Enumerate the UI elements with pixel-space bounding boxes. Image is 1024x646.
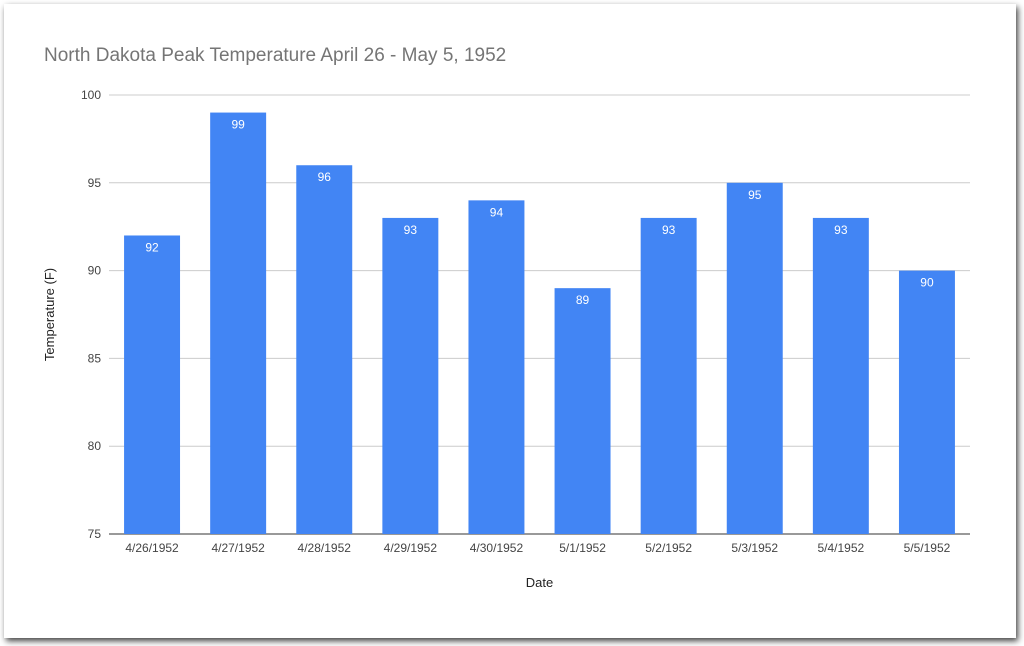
bar [726,182,783,535]
y-axis-ticks: 75 80 85 90 95 100 [81,88,101,541]
x-tick-label: 4/26/1952 [125,541,179,555]
y-axis-title: Temperature (F) [42,268,57,361]
bar [554,288,611,534]
y-tick-label: 85 [88,351,102,365]
bar-value-label: 99 [231,118,245,132]
y-tick-label: 90 [88,264,102,278]
bar [296,165,353,535]
chart-frame: North Dakota Peak Temperature April 26 -… [4,4,1016,638]
bar-value-label: 95 [748,188,762,202]
bar-value-label: 93 [834,223,848,237]
x-tick-label: 4/30/1952 [470,541,524,555]
x-tick-label: 5/5/1952 [904,541,951,555]
bar-value-label: 92 [145,240,159,254]
x-tick-label: 5/3/1952 [731,541,778,555]
bar-value-label: 96 [318,170,332,184]
bars [124,112,955,535]
bar [210,112,267,534]
bar-value-label: 89 [576,293,590,307]
x-axis-ticks: 4/26/1952 4/27/1952 4/28/1952 4/29/1952 4/30… [125,541,950,555]
chart-title: North Dakota Peak Temperature April 26 -… [44,45,507,66]
bar-value-label: 93 [662,223,676,237]
y-tick-label: 80 [88,439,102,453]
x-tick-label: 4/27/1952 [211,541,265,555]
x-axis-title: Date [526,575,553,590]
bar-chart: 75 80 85 90 95 100 92 99 96 93 94 89 93 95 93 90 4/26/… [42,88,970,590]
x-tick-label: 5/2/1952 [645,541,692,555]
y-tick-label: 75 [88,527,102,541]
bar-value-label: 93 [404,223,418,237]
bar [640,217,697,535]
data-labels: 92 99 96 93 94 89 93 95 93 90 [145,118,934,308]
y-tick-label: 95 [88,176,102,190]
bar [468,200,525,535]
bar-value-label: 94 [490,205,504,219]
x-tick-label: 5/4/1952 [817,541,864,555]
bar [124,235,181,535]
bar [898,270,955,534]
bar [382,217,439,535]
bar-value-label: 90 [920,276,934,290]
y-tick-label: 100 [81,88,101,102]
x-tick-label: 4/28/1952 [298,541,352,555]
x-tick-label: 5/1/1952 [559,541,606,555]
bar [812,217,869,535]
x-tick-label: 4/29/1952 [384,541,438,555]
